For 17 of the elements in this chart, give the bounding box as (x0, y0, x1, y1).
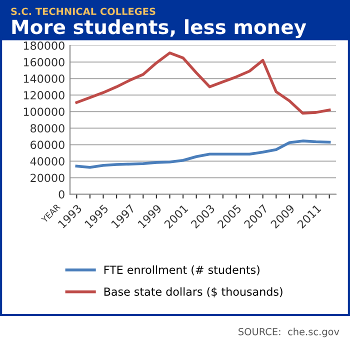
chart-title: More students, less money (12, 19, 306, 38)
y-tick-label: 180000 (24, 41, 64, 50)
y-tick-label: 20000 (30, 174, 64, 182)
legend-label: FTE enrollment (# students) (104, 265, 260, 276)
y-tick-label: 60000 (30, 140, 64, 150)
y-tick-label: 120000 (24, 91, 64, 100)
line-series (75, 140, 331, 169)
y-tick-label: 40000 (30, 157, 64, 166)
y-tick-label: 80000 (30, 124, 64, 133)
legend-label: Base state dollars ($ thousands) (104, 287, 282, 298)
y-tick-label: 100000 (24, 108, 64, 116)
line-series (75, 52, 331, 115)
chart-subtitle: S.C. TECHNICAL COLLEGES (11, 8, 156, 16)
y-tick-label: 140000 (24, 74, 64, 83)
y-tick-label: 160000 (24, 58, 64, 66)
y-tick-label: 0 (58, 190, 64, 199)
source-note: SOURCE: che.sc.gov (238, 328, 340, 338)
